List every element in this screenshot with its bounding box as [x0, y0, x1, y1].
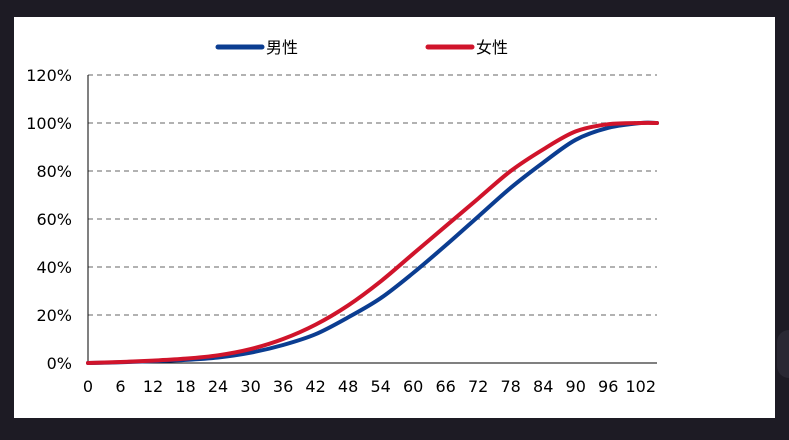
x-tick-label: 30	[240, 377, 260, 396]
axis-layer: 0% 20% 40% 60% 80% 100% 120% 0 6 12 18 24 30 36 42 48 54…	[26, 66, 657, 396]
cumulative-line-chart: 0% 20% 40% 60% 80% 100% 120% 0 6 12 18 24 30 36 42 48 54…	[26, 38, 659, 396]
scroll-handle[interactable]	[777, 330, 789, 378]
x-tick-label: 60	[403, 377, 423, 396]
x-tick-label: 54	[370, 377, 390, 396]
grid-layer	[88, 74, 657, 316]
x-tick-label: 102	[625, 377, 656, 396]
x-tick-label: 90	[566, 377, 586, 396]
x-tick-label: 24	[208, 377, 228, 396]
x-tick-label: 96	[598, 377, 618, 396]
x-tick-label: 6	[115, 377, 125, 396]
x-tick-label: 78	[501, 377, 521, 396]
x-tick-label: 12	[143, 377, 163, 396]
series-line-female	[86, 120, 659, 365]
series-line-male	[86, 120, 659, 365]
series-layer	[86, 120, 659, 365]
x-tick-label: 84	[533, 377, 553, 396]
y-tick-label: 20%	[36, 306, 72, 325]
y-tick-label: 60%	[36, 210, 72, 229]
y-tick-label: 0%	[47, 354, 72, 373]
y-tick-label: 120%	[26, 66, 72, 85]
x-tick-label: 72	[468, 377, 488, 396]
y-tick-label: 40%	[36, 258, 72, 277]
chart-frame: 0% 20% 40% 60% 80% 100% 120% 0 6 12 18 24 30 36 42 48 54…	[14, 17, 775, 418]
legend: 男性 女性	[215, 38, 508, 57]
y-tick-label: 80%	[36, 162, 72, 181]
x-tick-label: 48	[338, 377, 358, 396]
x-tick-label: 42	[305, 377, 325, 396]
x-tick-label: 36	[273, 377, 293, 396]
y-tick-label: 100%	[26, 114, 72, 133]
legend-label: 女性	[476, 38, 508, 57]
x-tick-label: 66	[435, 377, 455, 396]
x-tick-label: 0	[83, 377, 93, 396]
x-tick-label: 18	[175, 377, 195, 396]
legend-label: 男性	[266, 38, 298, 57]
